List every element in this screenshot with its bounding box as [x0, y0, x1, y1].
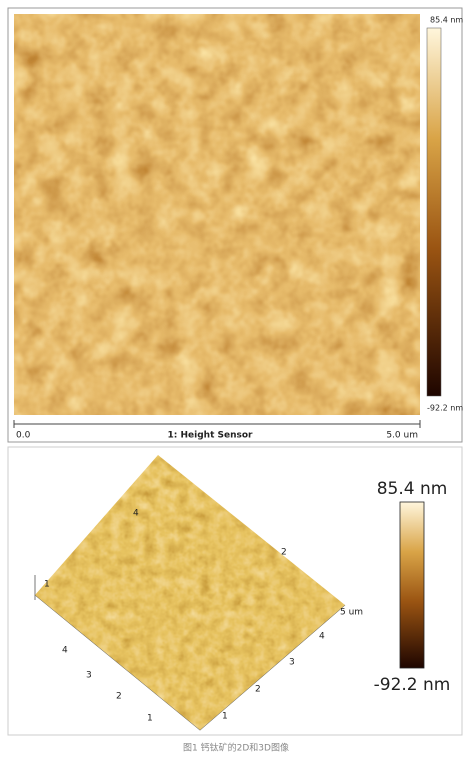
axis-label: 1: [147, 714, 153, 724]
surface-label: 4: [133, 509, 139, 519]
surface-label: 2: [281, 548, 287, 558]
colorbar-min: -92.2 nm: [427, 404, 463, 413]
axis-label: 3: [86, 671, 92, 681]
axis-label: 4: [319, 632, 325, 642]
axis-label: 2: [116, 692, 122, 702]
colorbar: [426, 27, 442, 397]
axis-label: 5 um: [340, 608, 363, 618]
colorbar-max: 85.4 nm: [377, 479, 448, 499]
axis-label: 1: [222, 712, 228, 722]
height-image: [14, 14, 420, 415]
axis-label: 3: [289, 658, 295, 668]
axis-label: 1: [44, 580, 50, 590]
colorbar: [399, 501, 425, 669]
axis-label: 2: [255, 685, 261, 695]
axis-start: 0.0: [16, 431, 31, 441]
axis-label: 4: [62, 646, 68, 656]
axis-end: 5.0 um: [386, 431, 418, 441]
colorbar-min: -92.2 nm: [374, 675, 451, 695]
panel-title: 1: Height Sensor: [168, 431, 254, 441]
caption: 图1 钙钛矿的2D和3D图像: [183, 742, 289, 754]
colorbar-max: 85.4 nm: [430, 16, 463, 25]
